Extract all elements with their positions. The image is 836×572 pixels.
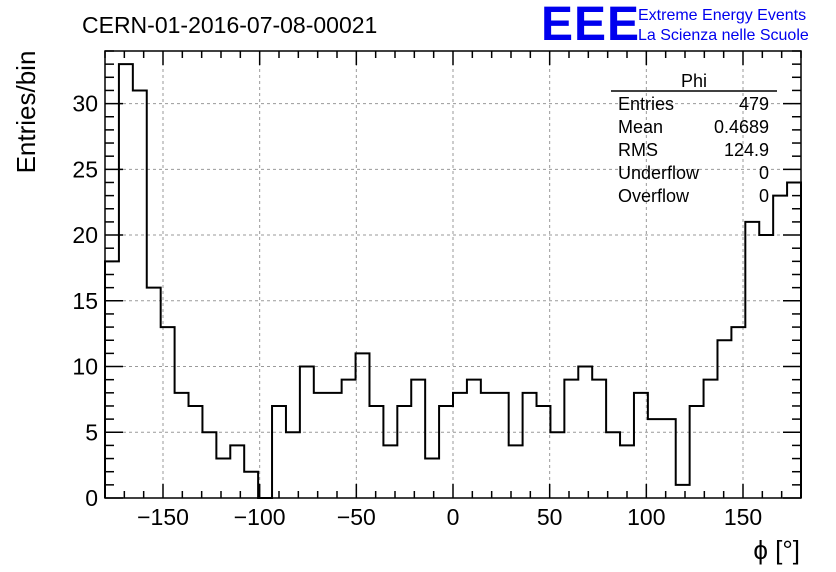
histogram-bin (411, 380, 425, 498)
stats-rms-value: 124.9 (724, 140, 769, 160)
histogram-bin (481, 393, 495, 498)
histogram-bin (509, 445, 523, 498)
histogram-bin (564, 380, 578, 498)
stats-mean-label: Mean (618, 117, 663, 137)
x-tick-label: 100 (627, 504, 665, 530)
histogram-bin (606, 432, 620, 498)
y-tick-label: 25 (72, 156, 98, 182)
histogram-bin (537, 406, 551, 498)
axes: −150 −100 −50 0 50 100 150 0 5 10 15 20 25 30 (72, 50, 802, 530)
stats-underflow-label: Underflow (618, 163, 700, 183)
histogram-bin (648, 419, 662, 498)
stats-entries-label: Entries (618, 94, 674, 114)
histogram-bin (202, 432, 216, 498)
histogram-bin (369, 406, 383, 498)
histogram-bin (662, 419, 676, 498)
chart-title: CERN-01-2016-07-08-00021 (82, 12, 377, 38)
histogram-bin (189, 406, 203, 498)
x-tick-label: 150 (724, 504, 762, 530)
stats-mean-value: 0.4689 (714, 117, 769, 137)
stats-box: Phi Entries 479 Mean 0.4689 RMS 124.9 Un… (611, 71, 777, 206)
eee-logo: EEE (541, 0, 640, 51)
y-axis-label: Entries/bin (11, 51, 41, 174)
stats-overflow-label: Overflow (618, 186, 690, 206)
histogram-bin (523, 393, 537, 498)
histogram-bin (439, 406, 453, 498)
histogram-bin (272, 406, 286, 498)
histogram-bin (314, 393, 328, 498)
histogram-bin (717, 340, 731, 498)
histogram-bin (467, 380, 481, 498)
histogram-bin (704, 380, 718, 498)
x-tick-label: −150 (137, 504, 189, 530)
x-axis-label: ϕ [°] (753, 535, 800, 565)
y-tick-label: 15 (72, 288, 98, 314)
histogram-bin (175, 393, 189, 498)
x-tick-label: −100 (234, 504, 286, 530)
eee-logo-line2: La Scienza nelle Scuole (638, 27, 809, 44)
grid-lines (105, 51, 801, 498)
x-tick-label: 50 (537, 504, 563, 530)
y-tick-label: 0 (85, 485, 98, 511)
histogram-bin (147, 288, 161, 498)
histogram-bin (634, 393, 648, 498)
histogram-bin (620, 445, 634, 498)
histogram-bin (216, 459, 230, 498)
histogram-bin (286, 432, 300, 498)
x-tick-label: 0 (447, 504, 460, 530)
y-tick-label: 20 (72, 222, 98, 248)
stats-box-title: Phi (681, 71, 707, 91)
histogram-bin (773, 196, 787, 498)
histogram-bin (676, 485, 690, 498)
histogram-bin (550, 432, 564, 498)
histogram-bin (356, 353, 370, 498)
histogram-bin (133, 90, 147, 498)
histogram-bin (244, 472, 258, 498)
stats-underflow-value: 0 (759, 163, 769, 183)
histogram-outline (104, 63, 802, 499)
stats-entries-value: 479 (739, 94, 769, 114)
y-tick-label: 30 (72, 91, 98, 117)
histogram-bin (592, 380, 606, 498)
histogram-bin (745, 222, 759, 498)
histogram-bin (342, 380, 356, 498)
histogram-bin (495, 393, 509, 498)
histogram-bin (397, 406, 411, 498)
stats-rms-label: RMS (618, 140, 658, 160)
histogram-bin (383, 445, 397, 498)
histogram-bars (104, 63, 802, 499)
histogram-bin (230, 445, 244, 498)
histogram-bin (453, 393, 467, 498)
y-tick-label: 5 (85, 419, 98, 445)
histogram-bin (328, 393, 342, 498)
x-tick-label: −50 (337, 504, 376, 530)
histogram-bin (425, 459, 439, 498)
histogram-bin (690, 406, 704, 498)
eee-logo-line1: Extreme Energy Events (638, 7, 806, 24)
stats-overflow-value: 0 (759, 186, 769, 206)
y-tick-label: 10 (72, 354, 98, 380)
